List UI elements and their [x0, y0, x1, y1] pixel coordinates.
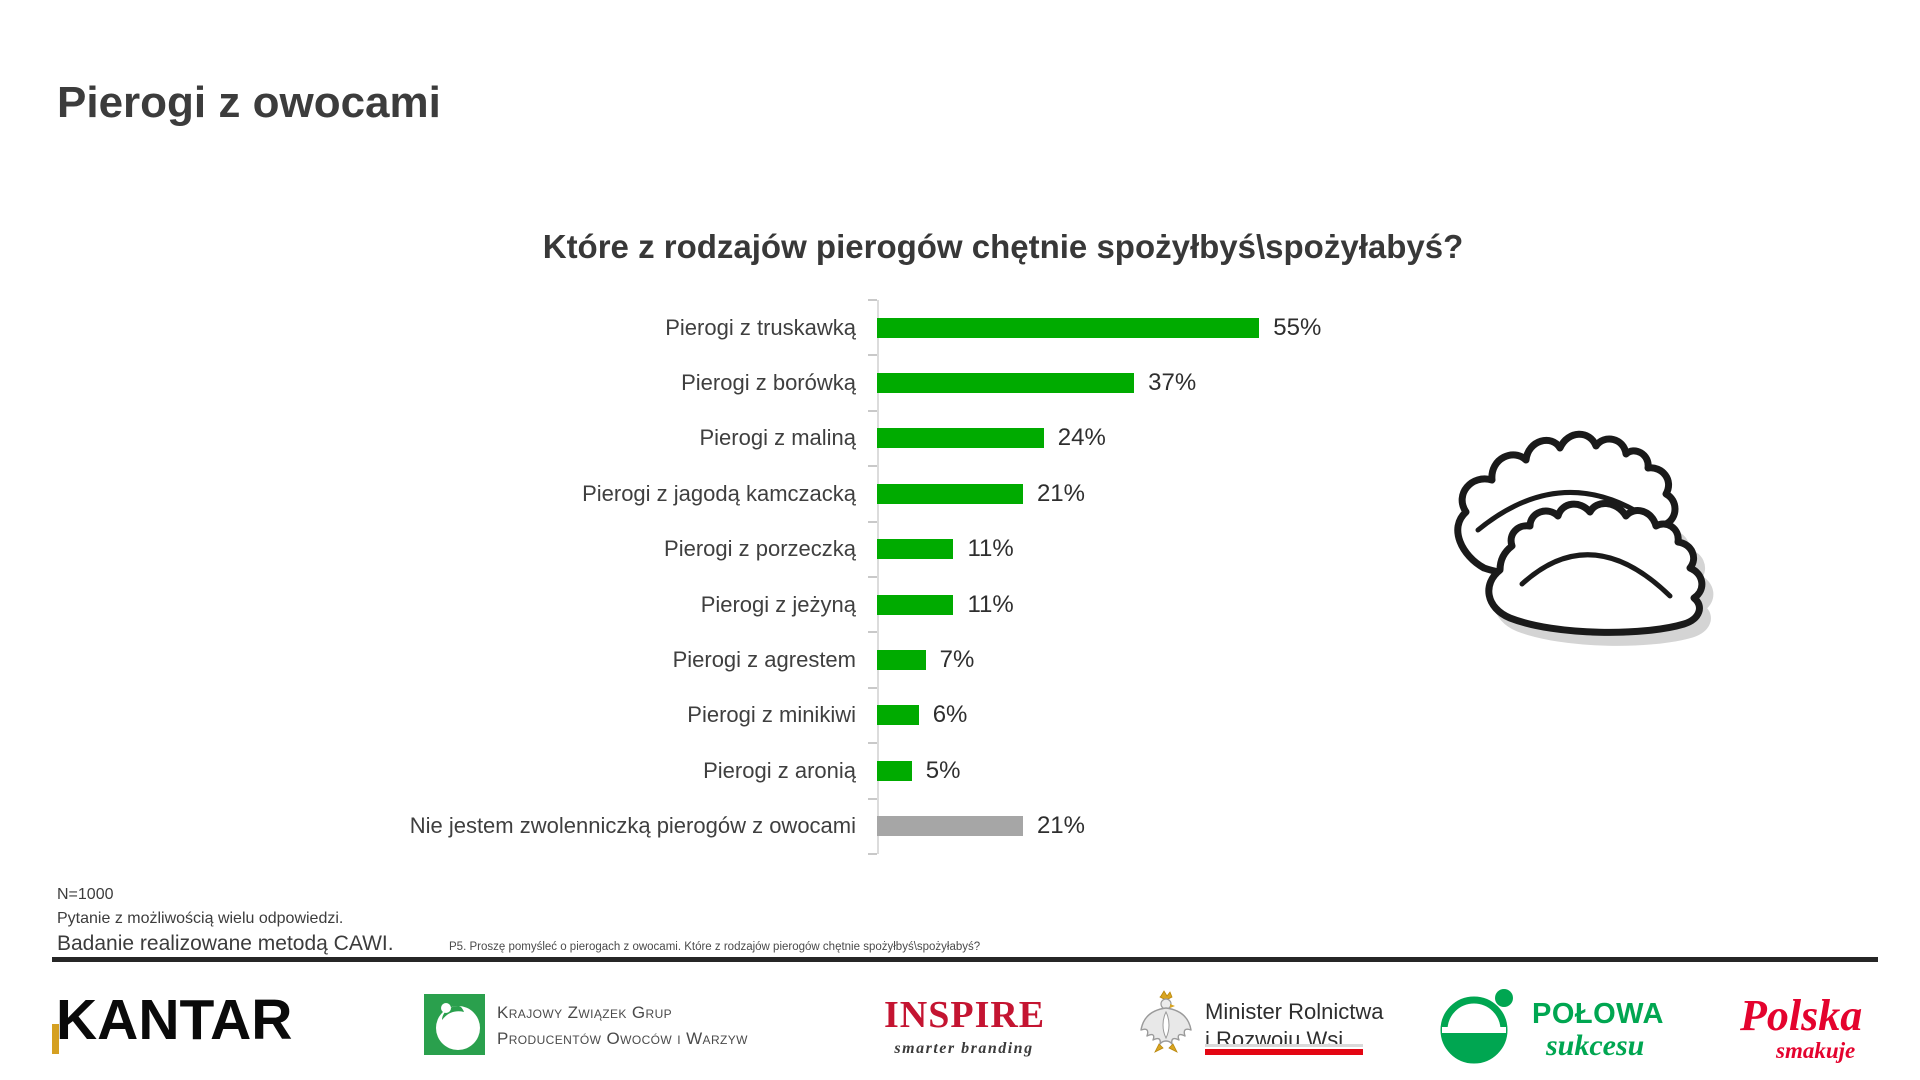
- axis-tick: [868, 576, 877, 578]
- value-label: 21%: [1036, 479, 1085, 507]
- kantar-logo: KANTAR: [56, 988, 293, 1052]
- chart-row: Pierogi z maliną 24%: [0, 411, 1500, 466]
- category-label: Pierogi z jeżyną: [700, 591, 856, 617]
- value-label: 7%: [939, 646, 975, 674]
- chart-row: Pierogi z borówką 37%: [0, 355, 1500, 410]
- kantar-gold-accent: [52, 1024, 59, 1054]
- inspire-tagline: smarter branding: [894, 1040, 1034, 1057]
- category-label: Nie jestem zwolenniczką pierogów z owoca…: [409, 813, 856, 839]
- pierog-front: [1485, 500, 1706, 636]
- bar: [877, 594, 954, 615]
- category-label: Pierogi z truskawką: [665, 314, 856, 340]
- axis-tick: [868, 520, 877, 523]
- footnote-sample-size: N=1000: [57, 886, 114, 903]
- chart-row: Nie jestem zwolenniczką pierogów z owoca…: [0, 799, 1500, 854]
- axis-tick: [868, 686, 877, 689]
- polska-line2: smakuje: [1776, 1038, 1856, 1063]
- category-axis-line: [877, 300, 879, 854]
- kzgp-logo-icon: [424, 994, 485, 1055]
- category-label: Pierogi z aronią: [703, 757, 856, 783]
- chart-row: Pierogi z jeżyną 11%: [0, 577, 1500, 632]
- value-label: 21%: [1036, 812, 1085, 840]
- pierog-front-fold: [1519, 552, 1673, 599]
- ministry-eagle-icon: [1140, 990, 1192, 1053]
- kzgp-line2: Producentów Owoców i Warzyw: [497, 1029, 748, 1049]
- value-label: 5%: [925, 756, 961, 784]
- pierogi-illustration: [1454, 430, 1714, 646]
- footnote-question: P5. Proszę pomyśleć o pierogach z owocam…: [449, 941, 981, 953]
- value-label: 37%: [1148, 369, 1197, 397]
- axis-tick: [868, 354, 877, 357]
- footer-divider: [52, 957, 1878, 962]
- bar: [877, 760, 912, 781]
- chart-row: Pierogi z truskawką 55%: [0, 300, 1500, 355]
- bar: [877, 373, 1135, 394]
- axis-tick: [868, 742, 877, 745]
- axis-tick: [868, 299, 877, 301]
- value-label: 11%: [967, 535, 1014, 563]
- axis-tick: [868, 797, 877, 800]
- kzgp-line1: Krajowy Związek Grup: [497, 1003, 673, 1022]
- ministry-flag-stripes: [1205, 1044, 1363, 1055]
- category-label: Pierogi z minikiwi: [687, 702, 856, 728]
- polowa-logo-text: POŁOWA sukcesu: [1532, 1000, 1664, 1061]
- footnote-method: Badanie realizowane metodą CAWI.: [57, 932, 394, 955]
- value-label: 11%: [967, 590, 1014, 618]
- axis-tick: [868, 631, 877, 634]
- axis-tick: [868, 409, 877, 412]
- footnote-multi-answer: Pytanie z możliwością wielu odpowiedzi.: [57, 910, 344, 927]
- value-label: 55%: [1273, 313, 1322, 341]
- category-label: Pierogi z agrestem: [672, 647, 856, 673]
- inspire-wordmark: INSPIRE: [884, 994, 1046, 1036]
- chart-row: Pierogi z agrestem 7%: [0, 632, 1500, 687]
- bar: [877, 483, 1023, 504]
- axis-tick: [868, 853, 877, 855]
- polowa-line1: POŁOWA: [1532, 998, 1664, 1030]
- polowa-logo-icon: [1440, 989, 1513, 1064]
- category-label: Pierogi z porzeczką: [664, 536, 856, 562]
- polowa-line2: sukcesu: [1546, 1029, 1645, 1062]
- bar: [877, 539, 954, 560]
- category-label: Pierogi z jagodą kamczacką: [582, 480, 856, 506]
- bar-chart: Pierogi z truskawką 55% Pierogi z borówką 3…: [0, 300, 1500, 854]
- axis-tick: [868, 465, 877, 468]
- bar: [877, 650, 926, 671]
- bar: [877, 317, 1260, 338]
- polska-smakuje-logo: Polska smakuje: [1740, 994, 1862, 1064]
- inspire-logo: INSPIRE smarter branding: [884, 996, 1044, 1058]
- category-label: Pierogi z borówką: [681, 370, 856, 396]
- chart-row: Pierogi z aronią 5%: [0, 743, 1500, 798]
- chart-title: Które z rodzajów pierogów chętnie spożył…: [542, 228, 1464, 265]
- bar: [877, 705, 919, 726]
- category-label: Pierogi z maliną: [699, 425, 856, 451]
- slide-title: Pierogi z owocami: [57, 78, 441, 127]
- polska-line1: Polska: [1740, 991, 1863, 1040]
- chart-row: Pierogi z porzeczką 11%: [0, 522, 1500, 577]
- chart-row: Pierogi z minikiwi 6%: [0, 688, 1500, 743]
- ministry-line1: Minister Rolnictwa: [1205, 999, 1384, 1024]
- bar: [877, 816, 1023, 837]
- value-label: 6%: [932, 701, 968, 729]
- chart-row: Pierogi z jagodą kamczacką 21%: [0, 466, 1500, 521]
- value-label: 24%: [1057, 424, 1106, 452]
- bar: [877, 428, 1044, 449]
- kzgp-logo-text: Krajowy Związek Grup Producentów Owoców …: [497, 1000, 748, 1053]
